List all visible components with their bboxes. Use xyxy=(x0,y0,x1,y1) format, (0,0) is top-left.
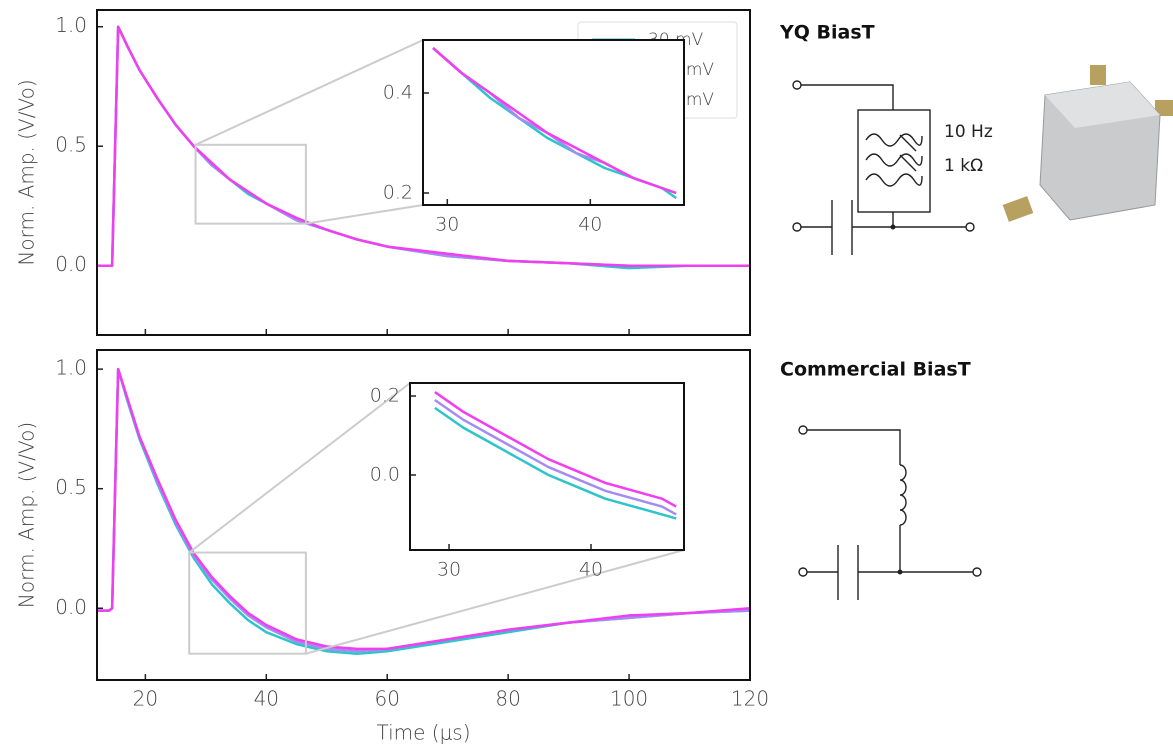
plot-frame xyxy=(422,39,685,206)
y-tick-label: 0.4 xyxy=(383,82,413,104)
x-tick-label: 40 xyxy=(254,687,279,711)
zoom-connector xyxy=(305,549,685,655)
diagram-title: YQ BiasT xyxy=(779,22,875,44)
product-photo xyxy=(1002,65,1173,222)
x-tick-label: 100 xyxy=(610,687,648,711)
zoom-region xyxy=(188,551,307,655)
y-tick-label: 0.5 xyxy=(55,133,87,157)
y-tick-label: 0.0 xyxy=(55,252,87,276)
data-line xyxy=(434,406,677,520)
filter-label: 1 kΩ xyxy=(944,156,983,176)
x-tick-label: 40 xyxy=(578,214,602,236)
y-tick-label: 1.0 xyxy=(55,356,87,380)
x-tick-label: 80 xyxy=(495,687,520,711)
y-tick-label: 0.0 xyxy=(55,595,87,619)
data-line xyxy=(434,398,677,516)
zoom-connector xyxy=(195,39,424,146)
y-axis-label: Norm. Amp. (V/Vo) xyxy=(15,79,39,265)
data-line xyxy=(97,25,750,267)
circuit-commercial xyxy=(798,425,982,600)
x-tick-label: 20 xyxy=(133,687,158,711)
x-tick-label: 30 xyxy=(437,559,461,581)
data-line xyxy=(97,367,751,651)
plot-frame xyxy=(96,9,751,336)
y-tick-label: 0.2 xyxy=(370,385,400,407)
y-tick-label: 0.0 xyxy=(370,463,400,485)
plot-frame xyxy=(409,382,685,551)
data-line xyxy=(432,47,677,195)
x-axis-label: Time (μs) xyxy=(376,721,470,745)
data-line xyxy=(434,391,677,508)
diagram-title: Commercial BiasT xyxy=(780,359,971,381)
x-tick-label: 60 xyxy=(374,687,399,711)
plot-frame xyxy=(96,349,751,681)
y-tick-label: 1.0 xyxy=(55,13,87,37)
x-tick-label: 120 xyxy=(731,687,769,711)
y-tick-label: 0.2 xyxy=(383,182,413,204)
zoom-connector xyxy=(305,204,424,225)
zoom-connector xyxy=(188,382,411,554)
filter-label: 10 Hz xyxy=(944,122,993,142)
x-tick-label: 40 xyxy=(579,559,603,581)
y-tick-label: 0.5 xyxy=(55,475,87,499)
y-axis-label: Norm. Amp. (V/Vo) xyxy=(15,422,39,608)
circuit-yq xyxy=(792,80,975,255)
inset-background xyxy=(423,40,684,205)
zoom-region xyxy=(194,143,307,225)
x-tick-label: 30 xyxy=(435,214,459,236)
